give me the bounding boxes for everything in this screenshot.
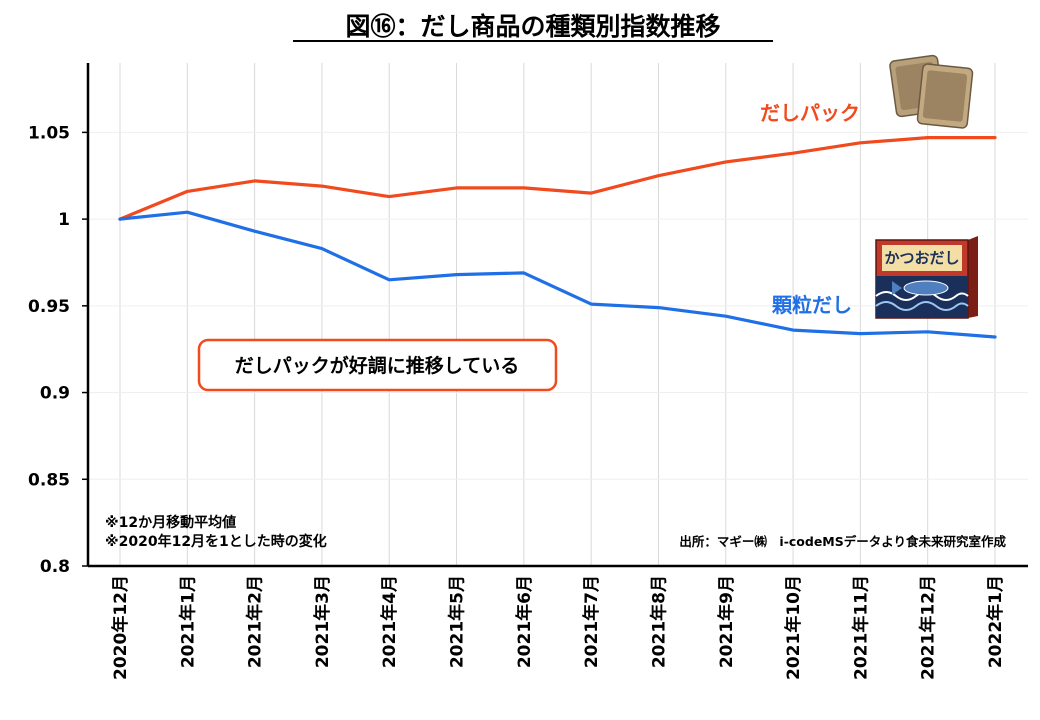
series-line-dashi-pack (118, 136, 997, 221)
y-tick-label: 0.85 (28, 470, 70, 490)
x-tick-label: 2021年2月 (245, 575, 266, 668)
series-label-granule: 顆粒だし (772, 293, 852, 317)
x-tick-label: 2021年6月 (514, 575, 535, 668)
series-line-granule (118, 210, 997, 339)
x-tick-label: 2021年5月 (447, 575, 468, 668)
x-tick-label: 2021年4月 (379, 575, 400, 668)
x-tick-label: 2021年1月 (177, 575, 198, 668)
x-axis-ticks: 2020年12月 2021年1月 2021年2月 2021年3月 2021年4月 2021… (110, 575, 1006, 680)
x-tick-label: 2021年12月 (918, 575, 939, 680)
x-tick-label: 2021年9月 (716, 575, 737, 668)
note-baseline: ※2020年12月を1とした時の変化 (105, 533, 327, 550)
y-tick-label: 1 (58, 210, 70, 230)
y-tick-label: 0.95 (28, 297, 70, 317)
x-tick-label: 2020年12月 (110, 575, 131, 680)
y-tick-label: 0.9 (40, 384, 70, 404)
box-label: かつおだし (884, 249, 959, 267)
x-tick-label: 2022年1月 (985, 575, 1006, 668)
y-tick-label: 0.8 (40, 557, 70, 577)
x-tick-label: 2021年3月 (312, 575, 333, 668)
x-tick-label: 2021年8月 (648, 575, 669, 668)
x-tick-label: 2021年10月 (783, 575, 804, 680)
y-axis-ticks: 0.8 0.85 0.9 0.95 1 1.05 (28, 123, 88, 577)
katsuo-dashi-box-illustration: かつおだし (875, 236, 978, 319)
series-label-dashi-pack: だしパック (760, 101, 860, 125)
callout-text: だしパックが好調に推移している (235, 354, 519, 377)
dashi-pack-illustration (889, 54, 974, 129)
x-tick-label: 2021年11月 (850, 575, 871, 680)
y-tick-label: 1.05 (28, 123, 70, 143)
callout-box (197, 338, 558, 392)
chart-title: 図⑯：だし商品の種類別指数推移 (345, 12, 720, 41)
x-tick-label: 2021年7月 (581, 575, 602, 668)
series-lines (118, 136, 997, 339)
source-note: 出所：マギー㈱ i-codeMSデータより食未来研究室作成 (679, 534, 1006, 549)
note-moving-average: ※12か月移動平均値 (105, 514, 236, 531)
